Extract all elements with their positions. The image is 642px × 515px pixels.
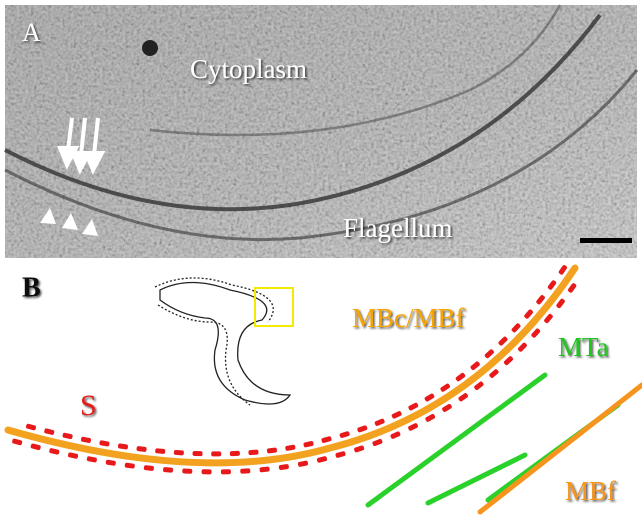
panel-label: A: [22, 18, 41, 47]
s-particle: [259, 466, 269, 472]
s-particle: [182, 468, 192, 473]
s-particle: [424, 393, 435, 402]
s-particle: [440, 383, 451, 393]
s-particle: [12, 438, 23, 445]
s-particle: [44, 428, 55, 435]
s-particle: [473, 381, 484, 391]
s-particle: [99, 440, 110, 447]
s-particle: [248, 449, 258, 455]
particle: [142, 40, 158, 56]
s-particle: [221, 469, 231, 474]
structure-label: S: [80, 389, 97, 422]
s-particle: [211, 451, 221, 456]
region-label: Cytoplasm: [190, 54, 307, 84]
s-particle: [523, 309, 533, 320]
s-particle: [49, 448, 60, 455]
structure-label: MTa: [558, 332, 609, 362]
cell-sketch: [155, 278, 290, 405]
s-particle: [484, 349, 495, 359]
s-particle: [298, 460, 309, 467]
s-particle: [498, 336, 509, 347]
figure: A Cytoplasm Flagellum B MBc/MBf MTa S MB…: [0, 0, 642, 515]
s-particle: [202, 469, 212, 474]
s-particle: [470, 361, 481, 371]
s-particle: [144, 465, 154, 471]
s-particle: [30, 443, 41, 450]
s-particle: [26, 423, 37, 430]
s-particle: [155, 448, 165, 454]
s-particle: [372, 438, 383, 446]
s-particle: [511, 323, 522, 334]
s-particle: [279, 464, 290, 470]
s-particle: [517, 342, 528, 353]
panel-a: A Cytoplasm Flagellum: [5, 5, 637, 258]
structure-label: MBf: [565, 476, 616, 506]
s-particle: [547, 280, 557, 291]
s-particle: [567, 282, 577, 293]
region-label: Flagellum: [343, 213, 453, 243]
s-particle: [86, 456, 97, 463]
s-particle: [192, 451, 202, 456]
s-particle: [303, 441, 314, 448]
structure-label: MBc/MBf: [352, 303, 465, 333]
s-particle: [317, 456, 328, 463]
s-particle: [68, 452, 79, 459]
s-particle: [267, 447, 278, 453]
s-particle: [174, 450, 184, 456]
s-particle: [339, 431, 350, 439]
s-particle: [62, 432, 73, 439]
s-particle: [81, 436, 92, 443]
s-particle: [503, 355, 514, 365]
s-particle: [335, 451, 346, 458]
panel-label: B: [22, 272, 41, 303]
s-particle: [455, 372, 466, 382]
s-particle: [535, 294, 545, 305]
s-particle: [408, 402, 419, 411]
s-particle: [230, 451, 240, 456]
s-particle: [556, 298, 566, 309]
s-particle: [240, 468, 250, 474]
s-particle: [441, 403, 452, 413]
s-particle: [390, 431, 401, 440]
micrograph: [5, 5, 637, 258]
s-particle: [105, 459, 116, 466]
s-particle: [374, 418, 385, 426]
s-particle: [163, 467, 173, 473]
panel-b: B MBc/MBf MTa S MBf: [8, 264, 642, 512]
mbc-mbf-fiber: [8, 268, 575, 463]
s-particle: [489, 368, 500, 378]
scale-bar: [580, 238, 632, 243]
s-particle: [118, 443, 129, 449]
s-particle: [407, 422, 418, 431]
s-particle: [425, 413, 436, 422]
s-particle: [531, 328, 541, 339]
s-particle: [558, 264, 568, 275]
s-particle: [458, 392, 469, 402]
s-particles: [12, 264, 577, 474]
s-particle: [354, 445, 365, 453]
s-particle: [543, 313, 553, 324]
s-particle: [136, 446, 147, 452]
s-particle: [285, 444, 296, 451]
s-particle: [357, 425, 368, 433]
page: {"panel_a": {"label": "A", "cytoplasm": …: [0, 0, 642, 515]
s-particle: [391, 410, 402, 419]
s-particle: [321, 436, 332, 444]
s-particle: [124, 462, 135, 468]
